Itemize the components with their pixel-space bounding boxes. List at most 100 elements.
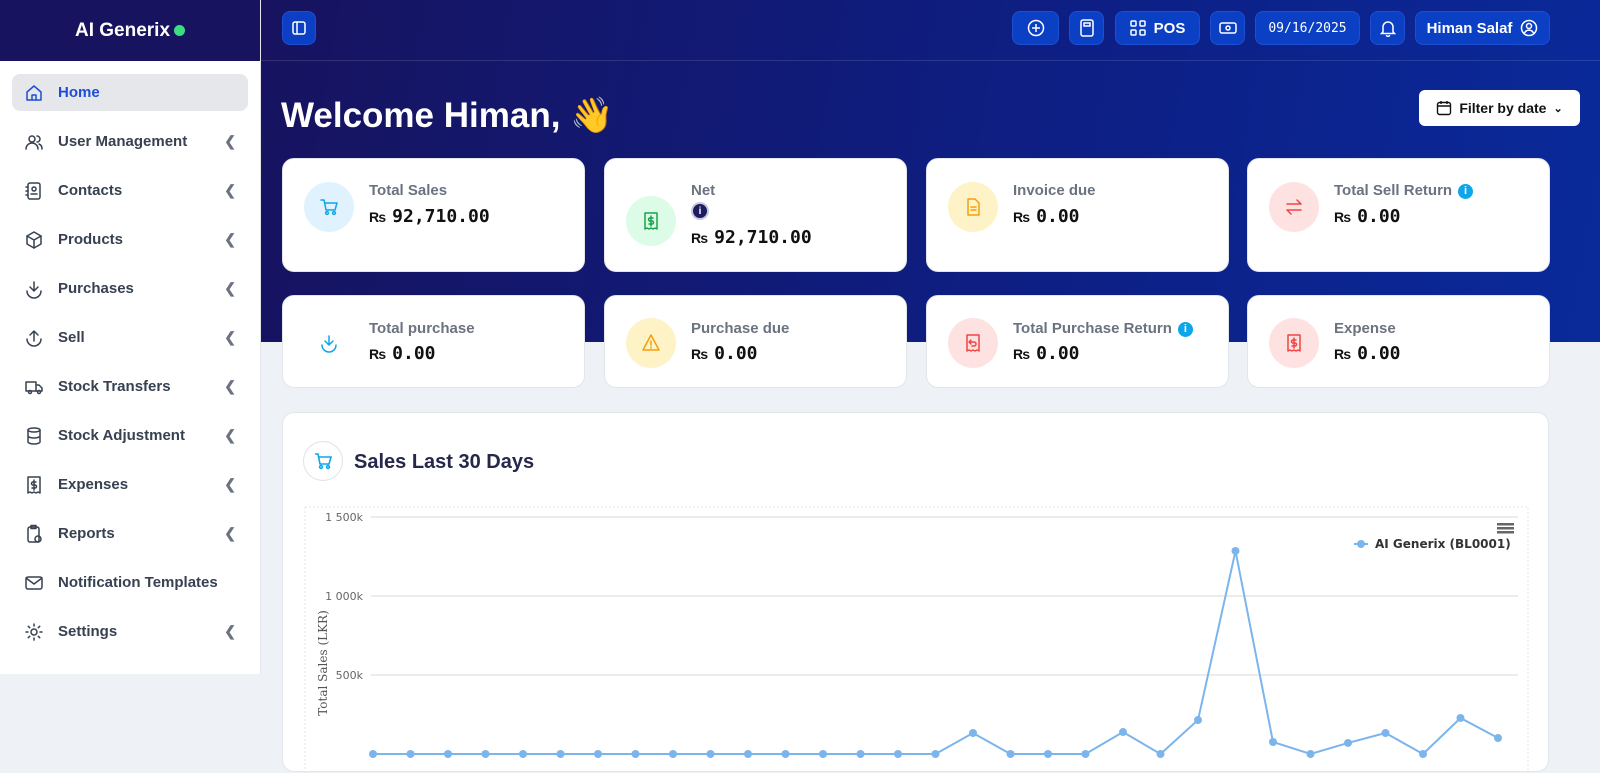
user-menu-button[interactable]: Himan Salaf [1415, 11, 1550, 45]
sidebar-item-sell[interactable]: Sell ❮ [12, 319, 248, 356]
sidebar-toggle-button[interactable] [282, 11, 316, 45]
receipt-icon [24, 475, 44, 495]
data-point [519, 750, 527, 758]
sidebar-item-reports[interactable]: Reports ❮ [12, 515, 248, 552]
stat-card-total-sell-return: Total Sell Return i ₨ 0.00 [1247, 158, 1550, 272]
filter-label: Filter by date [1459, 100, 1547, 116]
data-point [1419, 750, 1427, 758]
data-point [1344, 738, 1352, 747]
database-icon [24, 426, 44, 446]
users-icon [24, 132, 44, 152]
stat-title: Expense [1334, 320, 1396, 337]
notifications-button[interactable] [1370, 11, 1405, 45]
y-tick-label: 1 000k [325, 590, 363, 603]
info-icon[interactable]: i [691, 202, 709, 220]
upload-icon [24, 328, 44, 348]
cash-register-button[interactable] [1210, 11, 1245, 45]
user-name: Himan Salaf [1426, 19, 1513, 37]
sidebar-item-label: User Management [58, 133, 188, 150]
data-point [931, 750, 940, 758]
data-point [444, 750, 452, 758]
chevron-left-icon: ❮ [224, 525, 236, 541]
sidebar-item-purchases[interactable]: Purchases ❮ [12, 270, 248, 307]
sidebar-item-stock-adjustment[interactable]: Stock Adjustment ❮ [12, 417, 248, 454]
stat-title: Invoice due [1013, 182, 1096, 199]
stat-value: ₨ 0.00 [1013, 343, 1080, 364]
data-point [1194, 716, 1202, 725]
receipt-return-icon [948, 317, 998, 368]
stat-title: Total Sell Return i [1334, 182, 1474, 199]
gear-icon [24, 622, 44, 642]
download-icon [304, 317, 354, 368]
menu-icon[interactable] [1497, 527, 1514, 530]
sidebar-item-expenses[interactable]: Expenses ❮ [12, 466, 248, 503]
stat-card-total-purchase: Total purchase ₨ 0.00 [282, 295, 585, 388]
chevron-left-icon: ❮ [224, 231, 236, 247]
stat-value: ₨ 0.00 [369, 343, 436, 364]
date-display[interactable]: 09/16/2025 [1255, 11, 1360, 45]
data-point [1156, 750, 1165, 758]
data-point [856, 750, 865, 758]
stat-title: Total Sales [369, 182, 448, 199]
data-point [594, 750, 602, 758]
sidebar-item-user-management[interactable]: User Management ❮ [12, 123, 248, 160]
chevron-left-icon: ❮ [224, 623, 236, 639]
menu-icon[interactable] [1497, 531, 1514, 534]
sidebar-item-home[interactable]: Home [12, 74, 248, 111]
data-point [669, 750, 677, 758]
calculator-icon [1079, 19, 1094, 37]
data-point [1044, 750, 1052, 758]
sidebar-item-label: Home [58, 84, 100, 101]
page-title: Welcome Himan, 👋 [281, 96, 614, 135]
stat-value: ₨ 0.00 [1334, 343, 1401, 364]
sidebar-item-stock-transfers[interactable]: Stock Transfers ❮ [12, 368, 248, 405]
data-point [1456, 713, 1465, 722]
data-point [1119, 728, 1127, 737]
chevron-left-icon: ❮ [224, 329, 236, 345]
y-tick-label: 500k [336, 669, 364, 682]
calculator-button[interactable] [1069, 11, 1104, 45]
chevron-left-icon: ❮ [224, 280, 236, 296]
stat-value: ₨ 92,710.00 [369, 206, 490, 227]
stat-value: ₨ 0.00 [1334, 206, 1401, 227]
data-point [1269, 737, 1277, 746]
sidebar-item-label: Notification Templates [58, 574, 218, 591]
wave-emoji: 👋 [570, 96, 614, 135]
data-point [969, 728, 977, 737]
stat-card-expense: Expense ₨ 0.00 [1247, 295, 1550, 388]
add-button[interactable] [1012, 11, 1059, 45]
info-icon[interactable]: i [1458, 183, 1474, 199]
data-point [1006, 750, 1015, 758]
data-point [819, 750, 827, 758]
stat-card-purchase-due: Purchase due ₨ 0.00 [604, 295, 907, 388]
data-point [1306, 750, 1315, 758]
data-point [1494, 734, 1502, 743]
sidebar-item-notification-templates[interactable]: Notification Templates [12, 564, 248, 601]
data-point [406, 750, 415, 758]
sidebar-item-label: Settings [58, 623, 118, 640]
pos-button[interactable]: POS [1115, 11, 1200, 45]
info-icon[interactable]: i [1177, 321, 1193, 337]
sidebar-item-settings[interactable]: Settings ❮ [12, 613, 248, 650]
sidebar-item-contacts[interactable]: Contacts ❮ [12, 172, 248, 209]
data-point [631, 750, 640, 758]
filter-by-date-button[interactable]: Filter by date ⌄ [1419, 90, 1580, 126]
data-point [556, 750, 565, 758]
sidebar: AI Generix Home User Management ❮ Contacts ❮… [0, 0, 261, 674]
chart-title: Sales Last 30 Days [354, 451, 535, 473]
sidebar-item-products[interactable]: Products ❮ [12, 221, 248, 258]
data-point [781, 750, 790, 758]
menu-icon[interactable] [1497, 523, 1514, 526]
calendar-icon [1437, 101, 1452, 116]
stat-card-net: Net i ₨ 92,710.00 [604, 158, 907, 272]
y-axis-label: Total Sales (LKR) [316, 610, 330, 716]
brand-logo[interactable]: AI Generix [0, 0, 260, 61]
file-icon [948, 182, 998, 232]
stat-title: Total purchase [369, 320, 475, 337]
download-icon [24, 279, 44, 299]
stat-card-invoice-due: Invoice due ₨ 0.00 [926, 158, 1229, 272]
bell-icon [1379, 21, 1396, 37]
grid-icon [1129, 20, 1146, 36]
mail-icon [24, 573, 44, 593]
stat-value: ₨ 0.00 [1013, 206, 1080, 227]
